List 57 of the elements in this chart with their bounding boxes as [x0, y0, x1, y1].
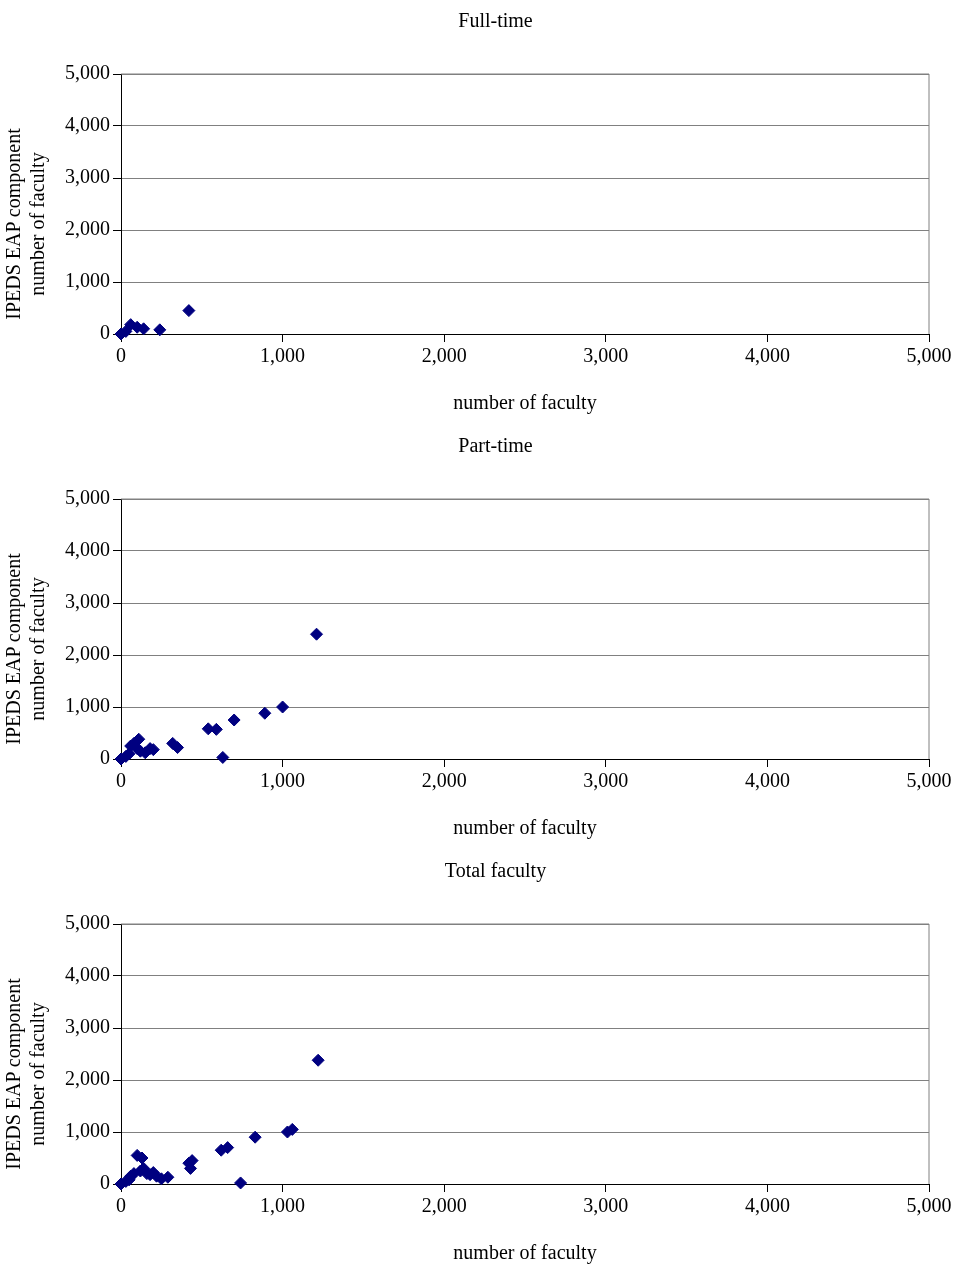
y-tick-label: 5,000	[65, 61, 110, 84]
x-tick-label: 2,000	[421, 769, 467, 792]
y-tick-label: 2,000	[65, 642, 110, 665]
y-tick-label: 4,000	[65, 963, 110, 986]
x-axis-title: number of faculty	[453, 816, 597, 840]
x-tick-label: 3,000	[583, 344, 629, 367]
y-tick-label: 0	[100, 321, 110, 344]
y-tick-label: 5,000	[65, 911, 110, 934]
point	[221, 1141, 235, 1155]
point	[311, 1053, 325, 1067]
y-tick-label: 3,000	[65, 1015, 110, 1038]
point	[216, 750, 230, 764]
x-tick-label: 1,000	[260, 1194, 306, 1217]
point	[227, 713, 241, 727]
x-tick-label: 2,000	[421, 1194, 467, 1217]
y-tick-label: 1,000	[65, 269, 110, 292]
y-tick-label: 4,000	[65, 538, 110, 561]
x-tick-label: 4,000	[744, 344, 790, 367]
chart-title: Part-time	[458, 434, 533, 457]
point	[161, 1170, 175, 1184]
chart-title: Full-time	[458, 9, 533, 32]
x-tick-label: 4,000	[744, 1194, 790, 1217]
y-axis-title: IPEDS EAP component number of faculty	[1, 977, 49, 1172]
x-tick-label: 3,000	[583, 1194, 629, 1217]
point	[132, 732, 146, 746]
x-tick-label: 1,000	[260, 769, 306, 792]
y-tick-label: 0	[100, 746, 110, 769]
y-axis-title: IPEDS EAP component number of faculty	[1, 552, 49, 747]
point	[310, 627, 324, 641]
y-tick-label: 4,000	[65, 113, 110, 136]
x-axis-title: number of faculty	[453, 1241, 597, 1265]
y-tick-label: 3,000	[65, 165, 110, 188]
y-tick-label: 2,000	[65, 1067, 110, 1090]
x-tick-label: 5,000	[906, 1194, 952, 1217]
y-tick-label: 1,000	[65, 694, 110, 717]
point	[234, 1176, 248, 1190]
point	[276, 700, 290, 714]
x-tick-label: 0	[116, 344, 126, 367]
x-axis-title: number of faculty	[453, 391, 597, 415]
x-tick-label: 2,000	[421, 344, 467, 367]
chart-title: Total faculty	[444, 859, 547, 883]
y-tick-label: 2,000	[65, 217, 110, 240]
x-tick-label: 0	[116, 769, 126, 792]
y-tick-label: 5,000	[65, 486, 110, 509]
point	[248, 1130, 262, 1144]
x-tick-label: 3,000	[583, 769, 629, 792]
point	[171, 741, 185, 755]
x-tick-label: 5,000	[906, 344, 952, 367]
x-tick-label: 0	[116, 1194, 126, 1217]
y-tick-label: 1,000	[65, 1119, 110, 1142]
y-tick-label: 3,000	[65, 590, 110, 613]
x-tick-label: 4,000	[744, 769, 790, 792]
y-tick-label: 0	[100, 1171, 110, 1194]
x-tick-label: 1,000	[260, 344, 306, 367]
x-tick-label: 5,000	[906, 769, 952, 792]
point	[258, 706, 272, 720]
y-axis-title: IPEDS EAP component number of faculty	[1, 127, 49, 322]
